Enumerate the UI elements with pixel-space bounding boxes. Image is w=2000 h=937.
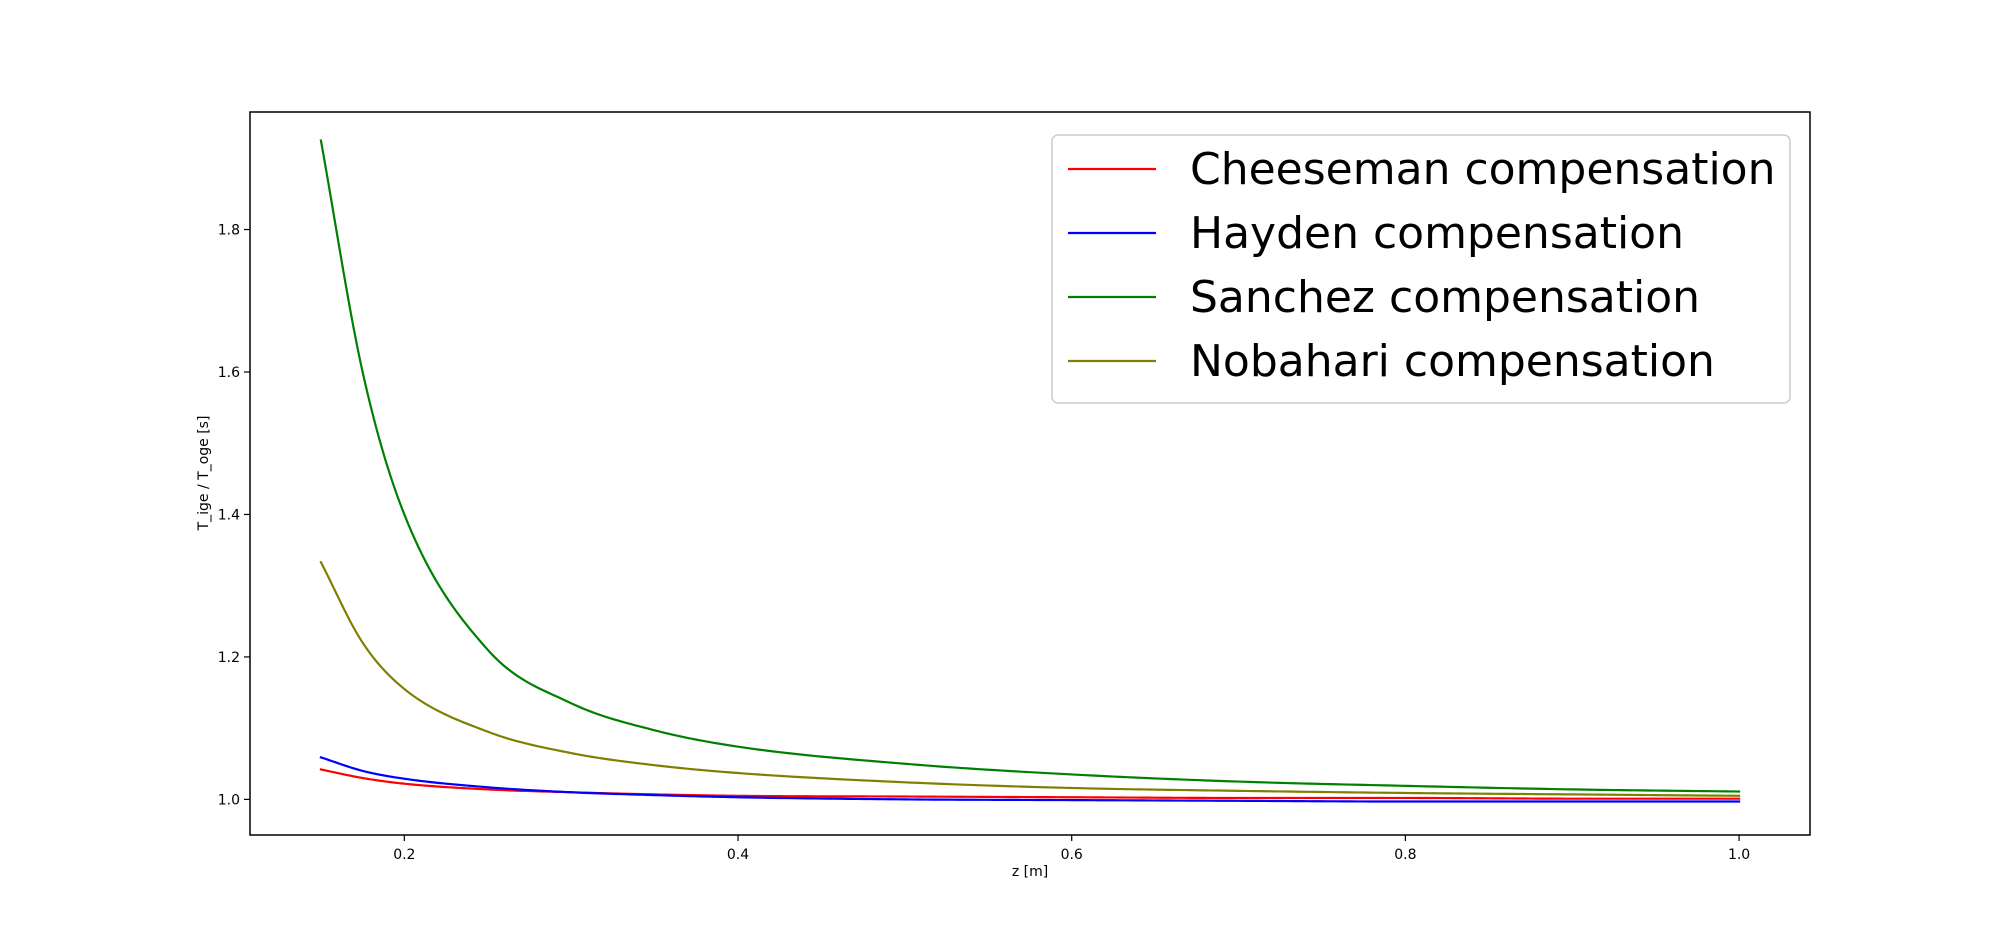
series-line-cheeseman-compensation (319, 768, 1741, 800)
y-tick-label: 1.8 (218, 223, 240, 239)
series-line-hayden-compensation (319, 755, 1741, 803)
legend-frame (1051, 134, 1791, 404)
x-tick-label: 0.8 (1394, 847, 1416, 863)
legend-label-sanchez-compensation: Sanchez compensation (1190, 272, 1700, 323)
x-tick-label: 0.6 (1061, 847, 1083, 863)
legend-label-nobahari-compensation: Nobahari compensation (1190, 336, 1715, 387)
x-tick-label: 0.4 (727, 847, 749, 863)
x-axis-label: z [m] (1012, 864, 1048, 880)
x-tick-label: 0.2 (393, 847, 415, 863)
legend: Cheeseman compensation Hayden compensatio… (1051, 134, 1791, 404)
x-tick-label: 1.0 (1728, 847, 1750, 863)
y-axis-label: T_ige / T_oge [s] (196, 416, 212, 532)
legend-label-hayden-compensation: Hayden compensation (1190, 208, 1684, 259)
series-line-sanchez-compensation (319, 139, 1741, 793)
plot-area-frame (249, 111, 1811, 836)
legend-label-cheeseman-compensation: Cheeseman compensation (1190, 144, 1775, 195)
series-line-nobahari-compensation (319, 560, 1741, 797)
y-tick-label: 1.6 (218, 365, 240, 381)
series-lines-layer (319, 139, 1741, 803)
y-tick-label: 1.4 (218, 507, 240, 523)
y-tick-label: 1.2 (218, 650, 240, 666)
axis-ticks-layer: 0.2 0.4 0.6 0.8 1.0 1.0 1.2 1.4 1.6 1.8 (218, 223, 1750, 863)
y-tick-label: 1.0 (218, 792, 240, 808)
legend-items: Cheeseman compensation Hayden compensatio… (1068, 144, 1775, 387)
